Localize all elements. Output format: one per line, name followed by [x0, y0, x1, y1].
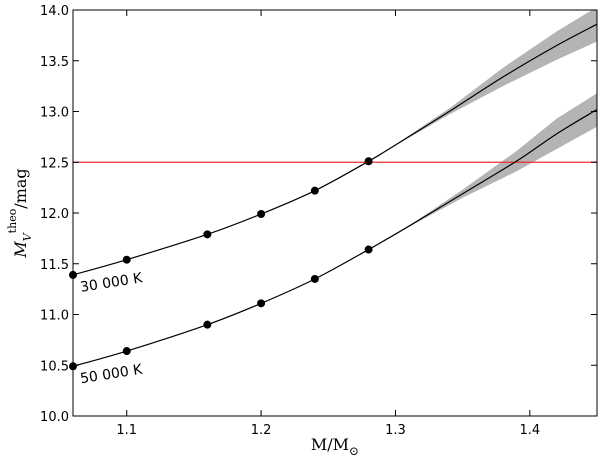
point-30000k-1 — [122, 255, 131, 264]
y-tick-label: 10.5 — [40, 359, 69, 374]
point-50000k-2 — [203, 320, 212, 329]
y-tick-label: 13.5 — [40, 55, 69, 70]
y-tick-label: 11.0 — [40, 309, 69, 324]
y-axis-label: MVtheo/mag — [6, 168, 34, 258]
series-label-50000k: 50 000 K — [79, 362, 144, 388]
band-50000k — [368, 93, 597, 250]
y-tick-label: 13.0 — [40, 106, 69, 121]
y-tick-label: 10.0 — [40, 410, 69, 425]
y-tick-label: 14.0 — [40, 4, 69, 19]
series-labels: 30 000 K 50 000 K — [79, 270, 144, 387]
point-30000k-4 — [310, 186, 319, 195]
band-30000k — [368, 10, 597, 162]
uncertainty-bands — [368, 10, 597, 250]
x-tick-label: 1.1 — [116, 423, 137, 438]
point-50000k-1 — [122, 347, 131, 356]
y-tick-label: 12.0 — [40, 207, 69, 222]
y-tick-label: 12.5 — [40, 156, 69, 171]
series-label-30000k: 30 000 K — [79, 270, 144, 296]
x-tick-label: 1.3 — [385, 423, 406, 438]
point-30000k-3 — [257, 210, 266, 219]
x-tick-label: 1.2 — [251, 423, 272, 438]
y-tick-label: 11.5 — [40, 258, 69, 273]
point-50000k-5 — [364, 245, 373, 254]
line-50000k — [73, 108, 597, 367]
point-50000k-3 — [257, 299, 266, 308]
x-tick-label: 1.4 — [519, 423, 540, 438]
point-30000k-2 — [203, 230, 212, 239]
point-30000k-5 — [364, 157, 373, 166]
axis-ticks: 1.1 1.2 1.3 1.4 10.0 10.5 11.0 11.5 12.0 12.5 13.0… — [40, 4, 597, 438]
x-axis-label: M/M⊙ — [311, 435, 359, 458]
point-50000k-4 — [310, 274, 319, 283]
